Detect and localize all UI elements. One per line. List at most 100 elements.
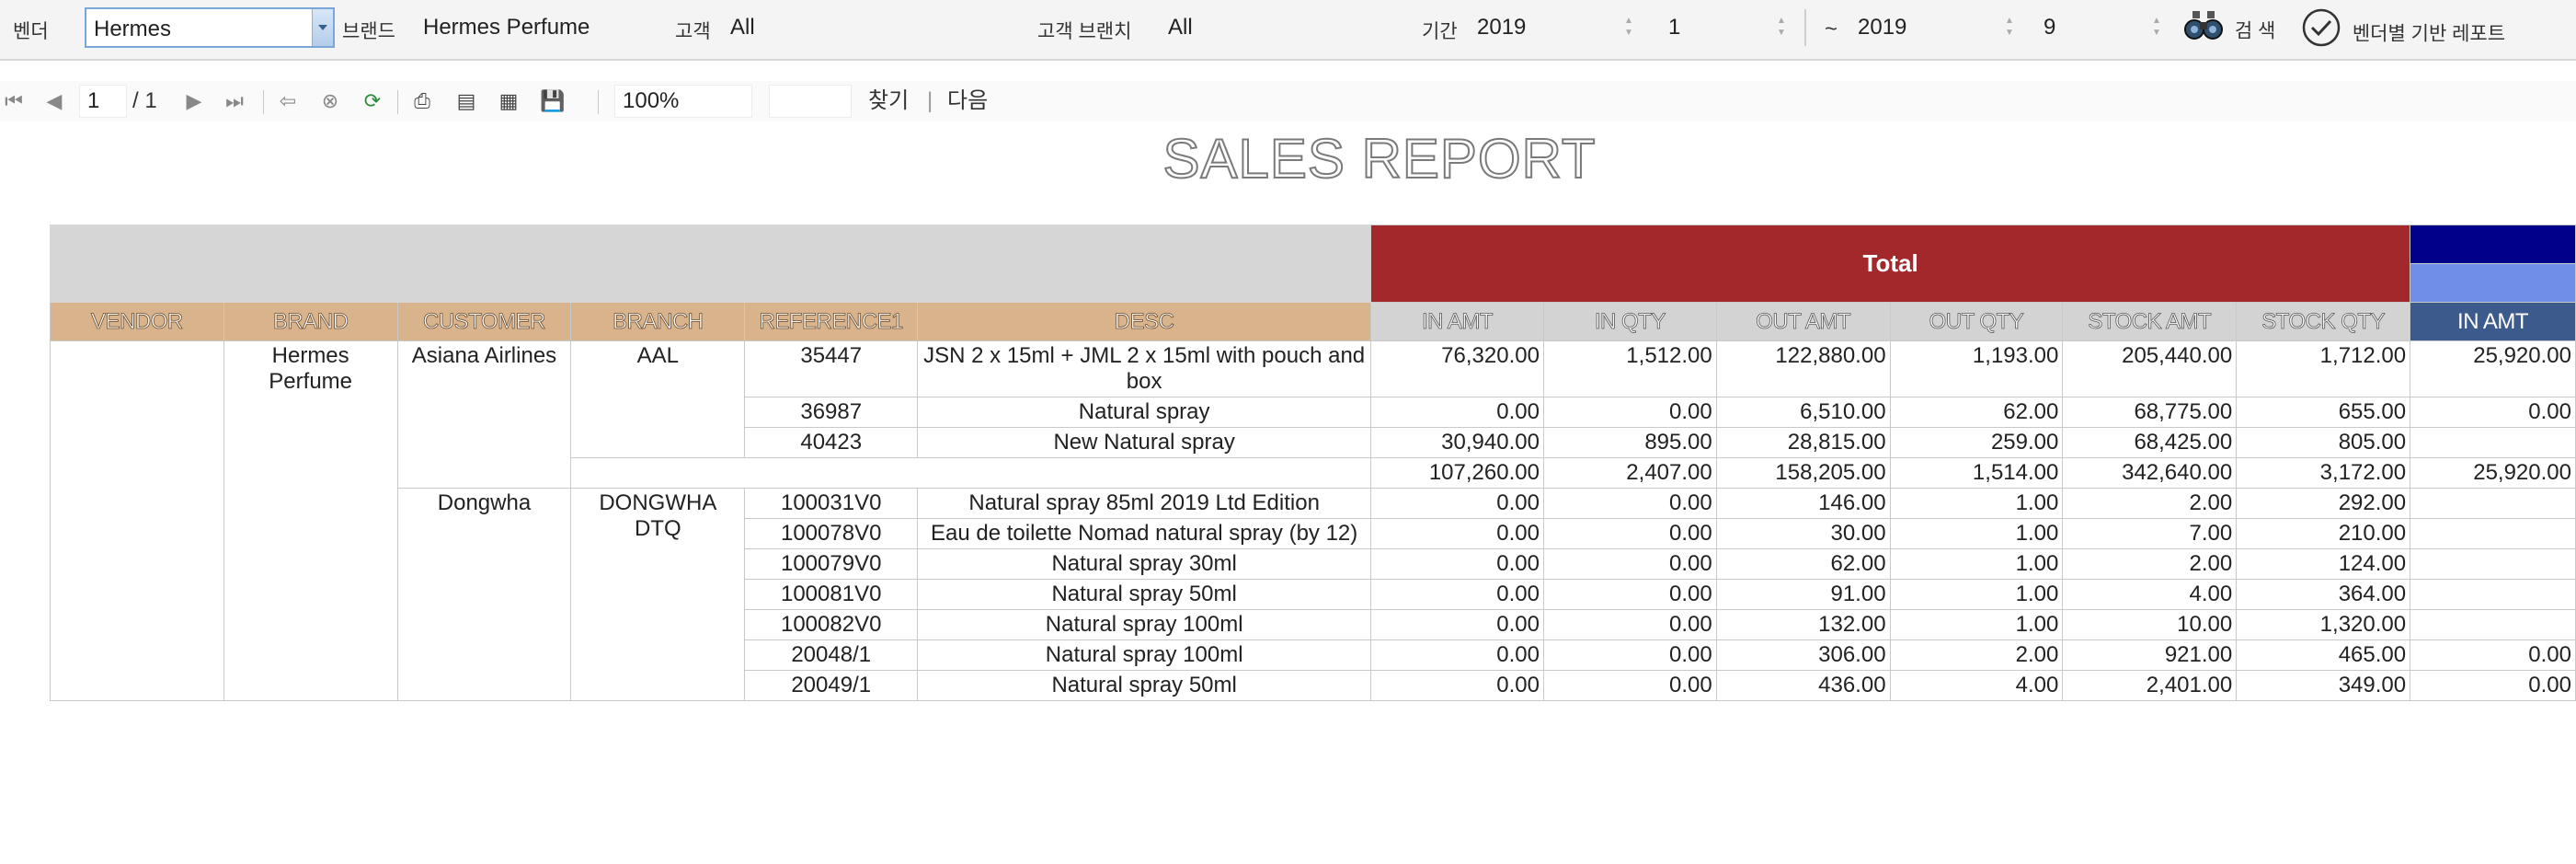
column-header-stock-qty: STOCK QTY <box>2236 302 2411 341</box>
column-header-customer: CUSTOMER <box>396 302 572 341</box>
period-group-header <box>2410 225 2576 264</box>
cell-in-amt: 0.00 <box>1370 579 1544 610</box>
brand-select-value: Hermes Perfume <box>423 15 590 40</box>
previous-page-icon[interactable]: ◀ <box>46 89 63 112</box>
cell-out-amt: 146.00 <box>1715 488 1891 519</box>
cell-reference: 20049/1 <box>744 670 919 701</box>
cell-in-qty: 0.00 <box>1542 488 1717 519</box>
cell-branch: DONGWHA DTQ <box>570 488 746 701</box>
to-month-value: 9 <box>2044 15 2056 40</box>
cell-stock-amt: 2.00 <box>2062 548 2238 580</box>
refresh-icon[interactable]: ⟳ <box>363 89 382 112</box>
cell-reference: 20048/1 <box>744 639 919 671</box>
cell-stock-amt: 2.00 <box>2062 488 2238 519</box>
stop-icon[interactable]: ⊗ <box>321 89 339 112</box>
cell-out-qty: 259.00 <box>1889 427 2064 458</box>
table-row: 36987 Natural spray 0.00 0.00 6,510.00 62.00 6… <box>51 397 2576 428</box>
cell-desc: Natural spray 100ml <box>917 609 1372 640</box>
export-save-icon[interactable]: 💾 <box>540 89 566 112</box>
subtotal-spacer <box>570 457 1372 489</box>
vendor-report-button[interactable]: 벤더별 기반 레포트 <box>2301 7 2505 48</box>
cell-in-amt-2: 25,920.00 <box>2410 340 2576 397</box>
print-layout-icon[interactable]: ▤ <box>456 89 476 112</box>
cell-in-qty: 1,512.00 <box>1542 340 1717 397</box>
cell-stock-qty: 655.00 <box>2236 397 2411 428</box>
cell-in-qty: 0.00 <box>1542 397 1717 428</box>
cell-out-qty: 62.00 <box>1889 397 2064 428</box>
cell-stock-amt: 68,775.00 <box>2062 397 2238 428</box>
report-viewer-toolbar: ⏮ ◀ 1 / 1 ▶ ⏭ ⇦ ⊗ ⟳ ⎙ ▤ ▦ 💾 100% 찾기 | 다음 <box>0 81 2576 121</box>
cell-out-amt: 122,880.00 <box>1715 340 1891 397</box>
brand-select[interactable]: Hermes Perfume <box>416 7 670 48</box>
next-page-icon[interactable]: ▶ <box>186 89 202 112</box>
vendor-select[interactable]: Hermes <box>85 7 335 48</box>
spinner-arrows-icon[interactable]: ▲ ▼ <box>2152 16 2161 38</box>
table-row: Hermes Perfume Asiana Airlines AAL 35447 JSN… <box>50 340 2576 701</box>
cell-reference: 36987 <box>744 397 919 428</box>
first-page-icon[interactable]: ⏮ <box>5 89 23 112</box>
cell-stock-qty: 210.00 <box>2236 518 2411 549</box>
cell-out-amt: 436.00 <box>1715 670 1891 701</box>
cell-desc: Natural spray 50ml <box>917 670 1372 701</box>
sales-report-table: Total VENDOR BRAND CUSTOMER BRANCH REFER… <box>49 225 2576 701</box>
to-year-spinner[interactable]: 2019 ▲ ▼ <box>1850 7 2018 48</box>
column-header-stock-amt: STOCK AMT <box>2062 302 2238 341</box>
column-header-out-qty: OUT QTY <box>1889 302 2064 341</box>
cell-out-qty: 1.00 <box>1889 548 2064 580</box>
cell-desc: Natural spray 100ml <box>917 639 1372 671</box>
cell-in-amt-2 <box>2410 579 2576 610</box>
cell-in-qty: 0.00 <box>1542 609 1717 640</box>
last-page-icon[interactable]: ⏭ <box>225 89 244 112</box>
to-month-spinner[interactable]: 9 ▲ ▼ <box>2036 7 2165 48</box>
cell-stock-qty: 1,712.00 <box>2236 340 2411 397</box>
print-icon[interactable]: ⎙ <box>414 89 430 112</box>
toolbar-divider <box>1804 9 1806 46</box>
cell-reference: 100082V0 <box>744 609 919 640</box>
page-setup-icon[interactable]: ▦ <box>498 89 519 112</box>
customer-select[interactable]: All <box>723 7 1017 48</box>
cell-in-qty: 0.00 <box>1542 548 1717 580</box>
cell-in-amt: 0.00 <box>1370 639 1544 671</box>
spinner-arrows-icon[interactable]: ▲ ▼ <box>1777 16 1786 38</box>
chevron-down-icon[interactable] <box>312 9 333 46</box>
filter-toolbar: 벤더 Hermes 브랜드 Hermes Perfume 고객 All 고객 브… <box>0 0 2576 61</box>
cell-in-qty: 895.00 <box>1542 427 1717 458</box>
header-group-row <box>51 263 2576 303</box>
cell-desc: Natural spray 85ml 2019 Ltd Edition <box>917 488 1372 519</box>
customer-branch-select[interactable]: All <box>1161 7 1407 48</box>
cell-brand: Hermes Perfume <box>223 340 398 701</box>
cell-in-amt-2: 0.00 <box>2410 670 2576 701</box>
cell-in-amt: 0.00 <box>1370 670 1544 701</box>
cell-branch: AAL <box>570 340 746 458</box>
find-separator: | <box>927 88 933 113</box>
cell-stock-qty: 292.00 <box>2236 488 2411 519</box>
toolbar-divider <box>397 90 398 114</box>
page-number-input[interactable]: 1 <box>79 85 127 118</box>
cell-stock-qty: 349.00 <box>2236 670 2411 701</box>
column-header-in-qty: IN QTY <box>1542 302 1717 341</box>
from-year-value: 2019 <box>1477 15 1527 40</box>
cell-in-amt: 0.00 <box>1370 488 1544 519</box>
next-link[interactable]: 다음 <box>947 88 989 113</box>
vendor-report-button-label: 벤더별 기반 레포트 <box>2352 23 2506 45</box>
cell-in-amt-2: 0.00 <box>2410 639 2576 671</box>
cell-in-qty: 0.00 <box>1542 579 1717 610</box>
toolbar-divider <box>598 90 599 114</box>
spinner-arrows-icon[interactable]: ▲ ▼ <box>1624 16 1633 38</box>
period-subgroup-header <box>2410 263 2576 303</box>
cell-stock-amt: 2,401.00 <box>2062 670 2238 701</box>
from-year-spinner[interactable]: 2019 ▲ ▼ <box>1470 7 1637 48</box>
table-row: 20048/1 Natural spray 100ml 0.00 0.00 306.00… <box>51 639 2576 671</box>
report-title: SALES REPORT <box>1162 127 1597 190</box>
from-month-spinner[interactable]: 1 ▲ ▼ <box>1661 7 1790 48</box>
spinner-arrows-icon[interactable]: ▲ ▼ <box>2005 16 2014 38</box>
find-input[interactable] <box>769 85 852 118</box>
cell-out-qty: 1.00 <box>1889 609 2064 640</box>
find-link[interactable]: 찾기 <box>868 88 910 113</box>
zoom-select[interactable]: 100% <box>614 85 752 118</box>
back-icon[interactable]: ⇦ <box>279 89 297 112</box>
search-button[interactable]: 검 색 <box>2183 7 2275 48</box>
cell-out-qty: 1,193.00 <box>1889 340 2064 397</box>
cell-customer: Dongwha <box>396 488 572 701</box>
table-row: 20049/1 Natural spray 50ml 0.00 0.00 436.00 4… <box>51 670 2576 701</box>
